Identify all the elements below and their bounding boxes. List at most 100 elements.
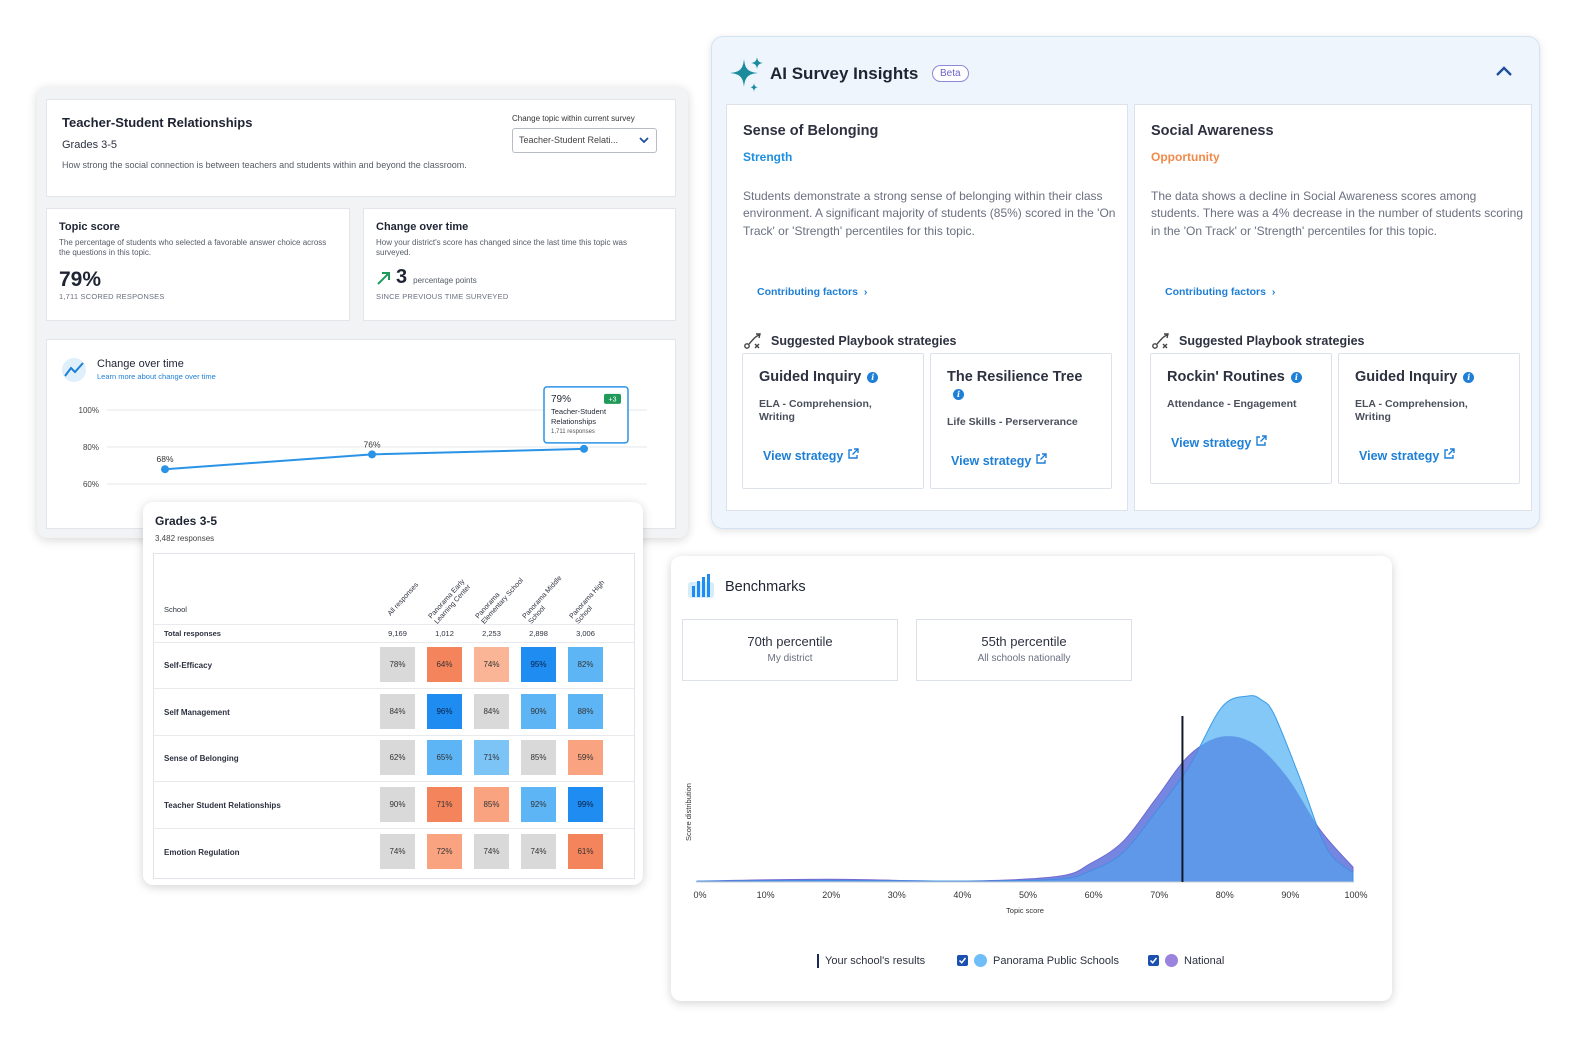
topic-score-responses: 1,711 SCORED RESPONSES — [59, 292, 165, 301]
percentile-box: 55th percentile All schools nationally — [916, 619, 1132, 681]
heatmap-cell: 85% — [521, 740, 556, 775]
percentile-box: 70th percentile My district — [682, 619, 898, 681]
tooltip-value: 79% — [551, 394, 571, 405]
change-delta: 3 percentage points — [376, 266, 663, 289]
view-strategy-label: View strategy — [1171, 436, 1252, 450]
chevron-up-icon[interactable] — [1495, 65, 1513, 77]
legend-district[interactable]: Panorama Public Schools — [957, 954, 1119, 967]
change-over-time-box: Change over time How your district's sco… — [363, 208, 676, 321]
view-strategy-link[interactable]: View strategy — [951, 453, 1047, 468]
divider — [154, 828, 634, 829]
y-tick-label: 80% — [83, 443, 99, 452]
x-tick-label: 70% — [1150, 890, 1168, 900]
heatmap-cell: 84% — [380, 694, 415, 729]
school-marker-swatch — [817, 954, 819, 968]
data-point — [580, 444, 588, 453]
topic-panel: Teacher-Student Relationships Grades 3-5… — [37, 87, 688, 538]
legend-school: Your school's results — [817, 954, 925, 968]
data-point — [368, 450, 376, 459]
topic-select-value: Teacher-Student Relati... — [519, 135, 619, 145]
insight-heading: Sense of Belonging — [743, 123, 879, 139]
topic-select-label: Change topic within current survey — [512, 114, 635, 123]
x-tick-label: 20% — [822, 890, 840, 900]
strategy-card: The Resilience Tree i Life Skills - Perse… — [930, 353, 1112, 489]
tooltip-name: Teacher-Student — [551, 407, 607, 416]
overlap-area — [697, 736, 1353, 882]
total-value: 2,253 — [482, 629, 501, 638]
strategy-category: Attendance - Engagement — [1167, 398, 1297, 410]
grades-title: Grades 3-5 — [155, 514, 218, 528]
benchmarks-title: Benchmarks — [725, 579, 806, 595]
suggested-strategies: Suggested Playbook strategies — [743, 331, 956, 351]
heatmap-cell: 84% — [474, 694, 509, 729]
heatmap-cell: 74% — [474, 647, 509, 682]
strategy-name-text: The Resilience Tree — [947, 369, 1083, 385]
info-icon[interactable]: i — [1463, 372, 1475, 383]
view-strategy-link[interactable]: View strategy — [1171, 435, 1267, 450]
topic-score-label: Topic score — [59, 221, 120, 233]
x-tick-label: 40% — [953, 890, 971, 900]
strategy-name: Guided Inquiry i — [1355, 369, 1505, 386]
heatmap-cell: 74% — [474, 834, 509, 869]
checkbox-icon[interactable] — [957, 955, 968, 966]
divider — [154, 735, 634, 736]
insight-card: Sense of Belonging Strength Students dem… — [726, 104, 1128, 511]
strategy-name-text: Guided Inquiry — [759, 369, 862, 385]
topic-score-value: 79% — [59, 268, 102, 291]
divider — [154, 642, 634, 643]
chevron-down-icon — [639, 137, 649, 144]
view-strategy-link[interactable]: View strategy — [763, 448, 859, 463]
heatmap-cell: 95% — [521, 647, 556, 682]
view-strategy-link[interactable]: View strategy — [1359, 448, 1455, 463]
y-tick-label: 60% — [83, 480, 99, 489]
contributing-factors-link[interactable]: Contributing factors › — [757, 286, 867, 298]
checkbox-icon[interactable] — [1148, 955, 1159, 966]
divider — [154, 688, 634, 689]
x-tick-label: 10% — [757, 890, 775, 900]
ai-title: AI Survey Insights — [770, 64, 919, 83]
trend-chart-icon — [62, 358, 86, 382]
x-tick-label: 90% — [1281, 890, 1299, 900]
change-chart-link[interactable]: Learn more about change over time — [97, 372, 216, 381]
strategy-name-text: Guided Inquiry — [1355, 369, 1458, 385]
heatmap-cell: 71% — [427, 787, 462, 822]
heatmap-cell: 88% — [568, 694, 603, 729]
info-icon[interactable]: i — [1290, 372, 1302, 383]
school-header: School — [164, 605, 187, 614]
heatmap-cell: 85% — [474, 787, 509, 822]
change-unit: percentage points — [413, 276, 477, 285]
contributing-factors-label: Contributing factors — [1165, 286, 1266, 298]
heatmap-cell: 90% — [380, 787, 415, 822]
divider — [154, 781, 634, 782]
bar-chart-icon — [688, 574, 714, 598]
info-icon[interactable]: i — [867, 372, 879, 383]
heatmap-cell: 90% — [521, 694, 556, 729]
legend-national[interactable]: National — [1148, 954, 1224, 967]
data-point — [161, 465, 169, 474]
contributing-factors-link[interactable]: Contributing factors › — [1165, 286, 1275, 298]
point-label: 68% — [156, 454, 173, 464]
sparkle-icon — [730, 57, 763, 92]
column-header: Panorama Early Learning Center — [427, 578, 473, 626]
heatmap-cell: 72% — [427, 834, 462, 869]
x-tick-label: 0% — [693, 890, 706, 900]
view-strategy-label: View strategy — [1359, 449, 1440, 463]
topic-description: How strong the social connection is betw… — [62, 160, 467, 170]
heatmap-cell: 78% — [380, 647, 415, 682]
info-icon[interactable]: i — [953, 389, 964, 401]
legend-district-label: Panorama Public Schools — [993, 954, 1119, 967]
total-value: 1,012 — [435, 629, 454, 638]
view-strategy-label: View strategy — [763, 449, 844, 463]
strategy-name: The Resilience Tree i — [947, 369, 1097, 404]
chevron-right-icon: › — [863, 286, 868, 298]
insight-tag: Opportunity — [1151, 150, 1220, 164]
benchmarks-panel: Benchmarks 70th percentile My district 5… — [671, 556, 1392, 1001]
topic-select[interactable]: Teacher-Student Relati... — [512, 128, 657, 153]
suggested-strategies: Suggested Playbook strategies — [1151, 331, 1364, 351]
heatmap-cell: 62% — [380, 740, 415, 775]
x-tick-label: 100% — [1344, 890, 1367, 900]
legend-school-label: Your school's results — [825, 955, 926, 967]
distribution-chart: 0% 10% 20% 30% 40% 50% 60% 70% 80% 90% 100% Topic s… — [684, 695, 1368, 915]
heatmap-cell: 64% — [427, 647, 462, 682]
suggested-label: Suggested Playbook strategies — [1179, 334, 1365, 348]
